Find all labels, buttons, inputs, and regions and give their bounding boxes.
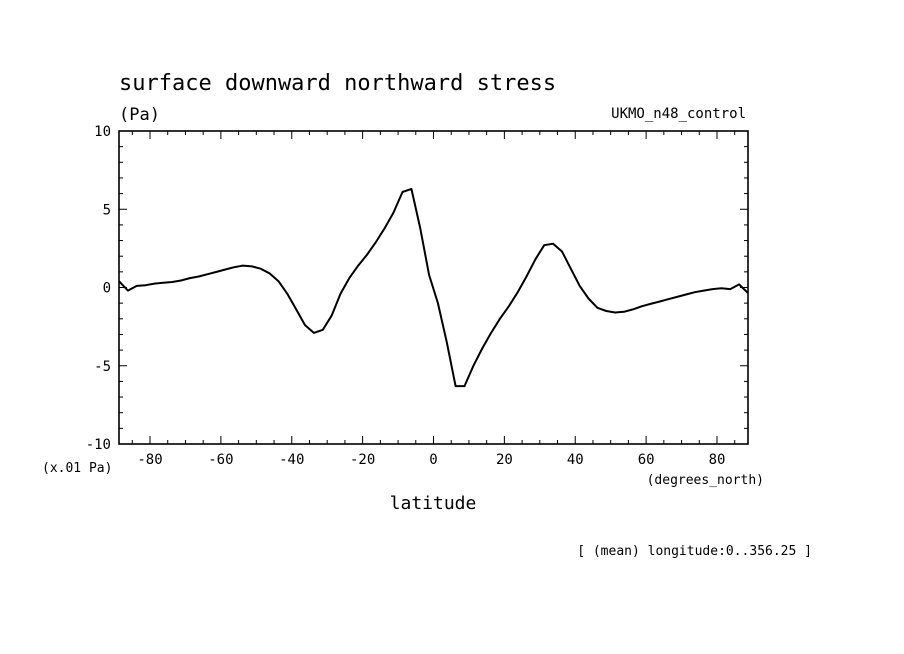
x-tick-label: -40 — [279, 452, 304, 468]
x-tick-label: 40 — [567, 452, 584, 468]
x-tick-label: 80 — [709, 452, 726, 468]
y-tick-label: -5 — [94, 359, 111, 375]
x-tick-label: 0 — [429, 452, 437, 468]
series-line — [118, 187, 749, 388]
plot-frame — [118, 130, 749, 445]
x-tick-label: -60 — [208, 452, 233, 468]
y-tick-label: -10 — [86, 437, 111, 453]
x-tick-label: 60 — [638, 452, 655, 468]
x-tick-label: -80 — [137, 452, 162, 468]
footnote: [ (mean) longitude:0..356.25 ] — [577, 544, 812, 559]
chart-title: surface downward northward stress — [119, 71, 556, 96]
model-label: UKMO_n48_control — [611, 106, 746, 122]
scale-label: (x.01 Pa) — [42, 461, 112, 476]
y-tick-label: 5 — [103, 202, 111, 218]
x-axis-label: latitude — [390, 493, 477, 514]
y-tick-label: 10 — [94, 124, 111, 140]
x-axis-tick-labels: -80 -60 -40 -20 0 20 40 60 80 — [137, 452, 725, 468]
x-units-label: (degrees_north) — [647, 473, 764, 488]
x-tick-label: -20 — [350, 452, 375, 468]
units-label: (Pa) — [119, 105, 160, 125]
y-tick-label: 0 — [103, 281, 111, 297]
x-tick-label: 20 — [496, 452, 513, 468]
y-axis-tick-labels: -10 -5 0 5 10 — [86, 124, 111, 453]
